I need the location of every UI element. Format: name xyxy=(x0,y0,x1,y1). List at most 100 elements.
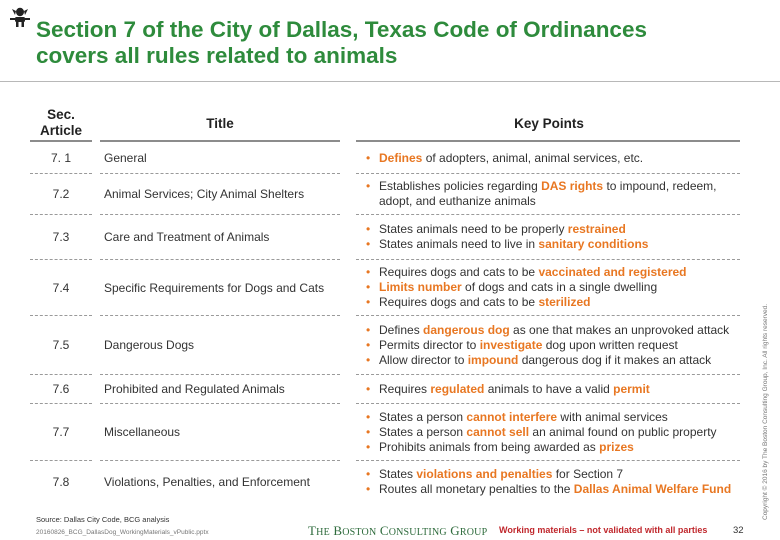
key-point: Establishes policies regarding DAS right… xyxy=(366,179,744,209)
key-point-text: Routes all monetary penalties to the xyxy=(379,482,574,496)
row-title: Prohibited and Regulated Animals xyxy=(104,382,285,396)
key-point-text: Establishes policies regarding xyxy=(379,179,542,193)
key-point: States animals need to live in sanitary … xyxy=(366,237,744,252)
key-point-text: of adopters, animal, animal services, et… xyxy=(422,150,644,165)
key-point: Allow director to impound dangerous dog … xyxy=(366,353,744,368)
row-divider xyxy=(356,315,740,316)
row-sec-article: 7.5 xyxy=(52,338,70,352)
key-point: Requires dogs and cats to be vaccinated … xyxy=(366,265,744,280)
header-sec-label: Sec. xyxy=(47,107,75,122)
row-sec-article: 7.8 xyxy=(52,475,70,489)
key-point-highlight: regulated xyxy=(430,381,485,396)
key-point-highlight: investigate xyxy=(479,337,543,352)
row-title: Miscellaneous xyxy=(104,425,181,439)
key-point-highlight: dangerous dog xyxy=(423,322,510,337)
row-divider xyxy=(30,460,92,461)
key-point: Permits director to investigate dog upon… xyxy=(366,338,744,353)
key-point-highlight: cannot interfere xyxy=(466,409,558,424)
row-divider xyxy=(356,374,740,375)
row-divider xyxy=(100,403,340,404)
row-divider xyxy=(30,173,92,174)
header-key-points: Key Points xyxy=(514,116,584,131)
key-point: States a person cannot interfere with an… xyxy=(366,410,744,425)
file-name: 20160826_BCG_DallasDog_WorkingMaterials_… xyxy=(36,529,209,536)
row-divider xyxy=(356,460,740,461)
key-point: Defines of adopters, animal, animal serv… xyxy=(366,151,744,166)
key-point-text: with animal services xyxy=(557,409,668,424)
dog-icon xyxy=(10,7,30,27)
bcg-logo: THE BOSTON CONSULTING GROUP xyxy=(308,523,488,538)
page-title-line-1: Section 7 of the City of Dallas, Texas C… xyxy=(36,17,647,42)
key-point-text: States xyxy=(379,467,417,481)
header-rule-sec xyxy=(30,140,92,142)
row-divider xyxy=(356,214,740,215)
row-title: Specific Requirements for Dogs and Cats xyxy=(104,280,325,295)
working-materials-note: Working materials – not validated with a… xyxy=(499,525,708,535)
key-point-text: dangerous dog if it makes an attack xyxy=(518,352,712,367)
row-sec-article: 7.2 xyxy=(52,187,70,201)
table-row: 7. 1 General Defines of adopters, animal, … xyxy=(0,143,780,173)
row-title: Care and Treatment of Animals xyxy=(104,230,270,244)
title-divider xyxy=(0,81,780,82)
key-point-text: Defines xyxy=(379,322,424,337)
key-point-highlight: permit xyxy=(613,381,650,396)
row-sec-article: 7.6 xyxy=(52,382,70,396)
source-note: Source: Dallas City Code, BCG analysis xyxy=(36,515,170,524)
key-point-highlight: prizes xyxy=(599,439,634,454)
table-row: 7.5 Dangerous Dogs Defines dangerous dog a… xyxy=(0,316,780,374)
copyright-notice: Copyright © 2016 by The Boston Consultin… xyxy=(762,303,769,520)
row-divider xyxy=(30,374,92,375)
header-article-label: Article xyxy=(39,123,83,138)
key-point-text: Prohibits animals from being awarded as xyxy=(379,439,600,454)
row-key-points: States a person cannot interfere with an… xyxy=(366,410,744,455)
row-sec-article: 7. 1 xyxy=(50,151,71,165)
key-point-text: Requires dogs and cats to be xyxy=(379,295,539,309)
key-point-text: Allow director to xyxy=(379,352,468,367)
row-divider xyxy=(100,460,340,461)
row-key-points: Requires dogs and cats to be vaccinated … xyxy=(366,265,744,310)
row-divider xyxy=(30,403,92,404)
key-point: States a person cannot sell an animal fo… xyxy=(366,425,744,440)
row-title: Violations, Penalties, and Enforcement xyxy=(104,475,310,489)
key-point-text: Requires dogs and cats to be xyxy=(379,265,539,279)
row-key-points: Requires regulated animals to have a val… xyxy=(366,382,744,397)
row-sec-article: 7.3 xyxy=(52,230,70,244)
key-point-text: to impound, redeem, adopt, and euthanize… xyxy=(379,179,717,208)
row-key-points: States animals need to be properly restr… xyxy=(366,222,744,252)
row-divider xyxy=(100,374,340,375)
key-point: Limits number of dogs and cats in a sing… xyxy=(366,280,744,295)
row-divider xyxy=(100,214,340,215)
row-divider xyxy=(100,315,340,316)
row-divider xyxy=(30,214,92,215)
row-key-points: Defines of adopters, animal, animal serv… xyxy=(366,151,744,166)
key-point-highlight: sterilized xyxy=(538,295,591,309)
key-point-highlight: DAS rights xyxy=(541,179,604,193)
table-row: 7.6 Prohibited and Regulated Animals Requi… xyxy=(0,375,780,403)
key-point-highlight: impound xyxy=(467,352,519,367)
key-point-text: for Section 7 xyxy=(552,467,624,481)
key-point-highlight: cannot sell xyxy=(466,424,530,439)
key-point: Routes all monetary penalties to the Dal… xyxy=(366,482,744,497)
page-title: Section 7 of the City of Dallas, Texas C… xyxy=(36,17,756,69)
row-divider xyxy=(30,259,92,260)
key-point-text: of dogs and cats in a single dwelling xyxy=(461,280,658,294)
header-sec-article: Sec. Article xyxy=(30,107,92,139)
table-row: 7.2 Animal Services; City Animal Shelters… xyxy=(0,174,780,214)
row-divider xyxy=(356,173,740,174)
key-point: States violations and penalties for Sect… xyxy=(366,467,744,482)
row-key-points: States violations and penalties for Sect… xyxy=(366,467,744,497)
key-point-text: as one that makes an unprovoked attack xyxy=(509,322,730,337)
row-sec-article: 7.7 xyxy=(52,425,70,439)
table-row: 7.4 Specific Requirements for Dogs and Ca… xyxy=(0,260,780,315)
key-point-text: animals to have a valid xyxy=(484,381,614,396)
key-point-highlight: restrained xyxy=(567,222,626,236)
key-point-text: States animals need to be properly xyxy=(379,222,568,236)
key-point-text: States a person xyxy=(379,424,467,439)
row-title: Animal Services; City Animal Shelters xyxy=(104,187,305,201)
row-divider xyxy=(100,259,340,260)
table-row: 7.3 Care and Treatment of Animals States a… xyxy=(0,215,780,259)
page-number: 32 xyxy=(733,525,744,536)
key-point-text: dog upon written request xyxy=(542,337,678,352)
row-key-points: Establishes policies regarding DAS right… xyxy=(366,179,744,209)
page-title-line-2: covers all rules related to animals xyxy=(36,43,398,68)
